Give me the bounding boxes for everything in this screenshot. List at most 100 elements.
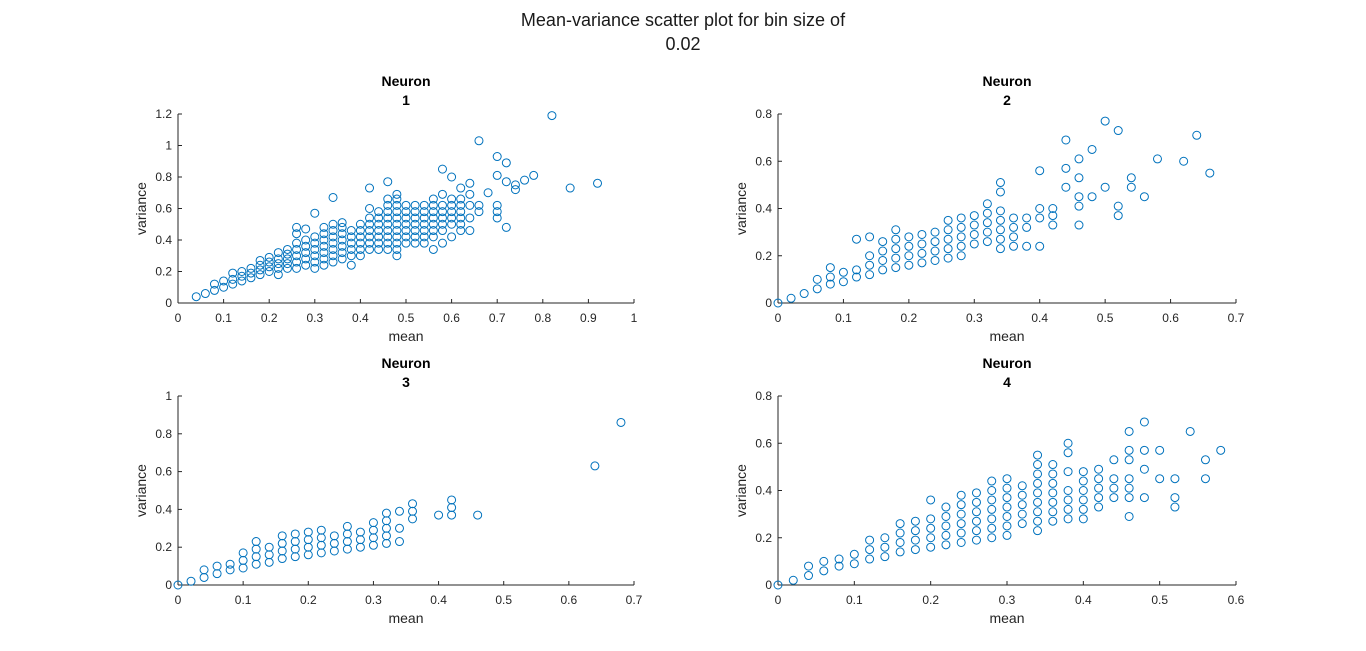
subplot-1-data-point [264,252,274,262]
subplot-neuron-1: Neuron 1 0 0.1 0.2 0.3 0.4 0.5 0.6 0.7 0.8 0.9 1 0 0.2… [133,73,638,344]
subplot-3-data-point [303,527,313,537]
subplot-2-data-point [1087,144,1097,154]
subplot-1-data-point [374,226,384,236]
subplot-3-y-tick-label: 0.6 [155,465,172,479]
subplot-4-data-point [1063,448,1073,458]
subplot-1-data-point [383,238,393,248]
subplot-1-data-point [419,226,429,236]
subplot-2-data-point [995,234,1005,244]
subplot-2-data-point [1035,213,1045,223]
subplot-1-data-point [510,180,520,190]
subplot-4-title-line2: 4 [1003,374,1011,390]
subplot-2-data-point [1113,126,1123,136]
subplot-4-data-point [1002,530,1012,540]
subplot-3-data-point [277,538,287,548]
subplot-4-data-point [865,545,875,555]
subplot-4-data-point [834,561,844,571]
subplot-4-data-point [971,488,981,498]
subplot-2-y-tick-label: 0.4 [755,202,772,216]
subplot-4-data-point [956,519,966,529]
subplot-2-data-point [891,225,901,235]
subplot-1-data-point [428,232,438,242]
subplot-1-data-point [447,194,457,204]
subplot-1-data-point [319,260,329,270]
subplot-4-data-point [1185,426,1195,436]
subplot-4-data-point [1017,500,1027,510]
subplot-1-data-point [428,194,438,204]
subplot-1-data-point [401,238,411,248]
subplot-2-data-point [969,239,979,249]
subplot-2-data-point [930,246,940,256]
subplot-2-data-point [1074,192,1084,202]
subplot-2-x-tick-label: 0.3 [966,311,983,325]
subplot-4-data-point [1048,497,1058,507]
subplot-1-data-point [456,213,466,223]
subplot-2-data-point [969,220,979,230]
subplot-3-x-label: mean [388,610,423,626]
subplot-4-data-point [834,554,844,564]
subplot-4-data-point [804,571,814,581]
subplot-4-data-point [1063,467,1073,477]
subplot-4-data-point [1063,504,1073,514]
subplot-2-data-point [1074,154,1084,164]
subplot-1-data-point [474,207,484,217]
subplot-4-data-point [1139,417,1149,427]
subplot-1-x-tick-label: 0.5 [398,311,415,325]
subplot-1-data-point [319,235,329,245]
subplot-3-data-point [290,537,300,547]
subplot-2-data-point [1139,192,1149,202]
subplot-1-data-point [365,238,375,248]
subplot-4-data-point [1033,516,1043,526]
subplot-4-data-point [1048,488,1058,498]
subplot-1-data-point [246,263,256,273]
subplot-4-data-point [1078,514,1088,524]
subplot-1-data-point [593,178,603,188]
subplot-1-data-point [410,219,420,229]
subplot-1-data-point [292,222,302,232]
subplot-2-data-point [838,277,848,287]
subplot-1-data-point [437,207,447,217]
subplot-2-data-point [995,225,1005,235]
subplot-3-data-point [342,544,352,554]
subplot-1-data-point [465,226,475,236]
subplot-3-data-point [381,531,391,541]
subplot-2-data-point [786,293,796,303]
subplot-4-data-point [804,561,814,571]
subplot-1-x-label: mean [388,328,423,344]
subplot-2-data-point [1035,166,1045,176]
subplot-1-data-point [392,189,402,199]
figure-title-line1: Mean-variance scatter plot for bin size … [521,10,846,30]
subplot-4-data-point [1048,478,1058,488]
subplot-3-data-point [434,510,444,520]
subplot-1-data-point [310,208,320,218]
subplot-3-data-point [342,521,352,531]
subplot-1-data-point [319,222,329,232]
subplot-4-data-point [941,530,951,540]
subplot-1-data-point [374,232,384,242]
subplot-2-data-point [1048,220,1058,230]
subplot-4-data-point [1033,450,1043,460]
subplot-1-data-point [492,152,502,162]
subplot-3-y-tick-label: 0.8 [155,427,172,441]
subplot-4-data-point [1048,507,1058,517]
subplot-1-data-point [392,244,402,254]
subplot-1-data-point [410,207,420,217]
subplot-2-data-point [930,255,940,265]
subplot-1-data-point [428,207,438,217]
subplot-1-data-point [419,238,429,248]
subplot-1-data-point [273,259,283,269]
subplot-1-data-point [301,260,311,270]
subplot-2-data-point [1100,182,1110,192]
subplot-1-data-point [273,254,283,264]
subplot-3-data-point [368,525,378,535]
subplot-4-data-point [880,533,890,543]
subplot-2-data-point [943,215,953,225]
subplot-2-data-point [1113,211,1123,221]
subplot-1-data-point [437,213,447,223]
subplot-1-data-point [437,200,447,210]
subplot-1-x-tick-label: 0.6 [443,311,460,325]
subplot-4-data-point [1078,476,1088,486]
subplot-3-x-tick-label: 0.7 [626,593,643,607]
subplot-1-title-line1: Neuron [382,73,431,89]
subplot-1-data-point [328,219,338,229]
